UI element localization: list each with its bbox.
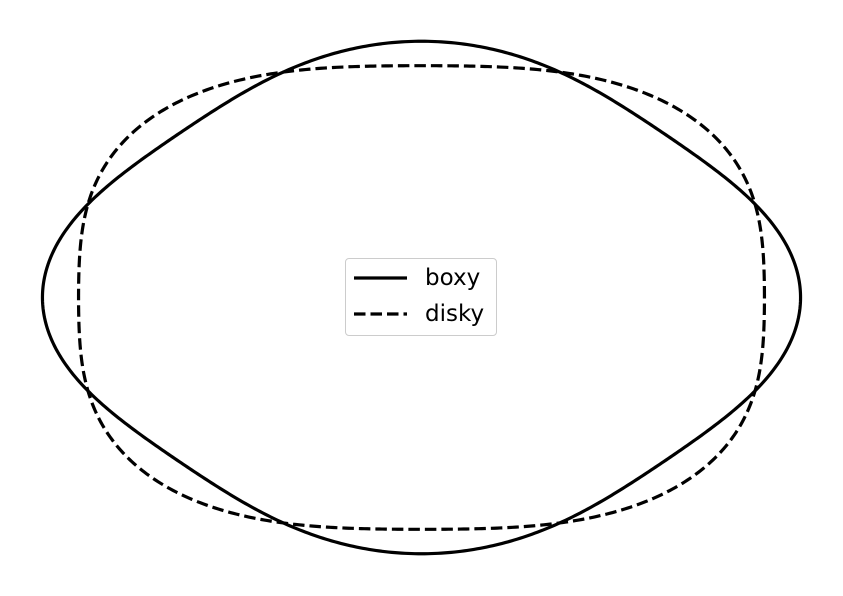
legend-row-disky: disky <box>346 299 496 329</box>
curves-group <box>40 39 803 556</box>
legend-row-boxy: boxy <box>346 263 496 293</box>
legend-swatch-disky <box>354 312 407 316</box>
series-disky-curve <box>76 64 767 531</box>
legend-swatch-boxy <box>354 276 407 280</box>
legend-label-disky: disky <box>425 301 485 327</box>
legend: boxy disky <box>345 258 497 336</box>
series-boxy-curve <box>40 39 803 556</box>
legend-label-boxy: boxy <box>425 265 481 291</box>
